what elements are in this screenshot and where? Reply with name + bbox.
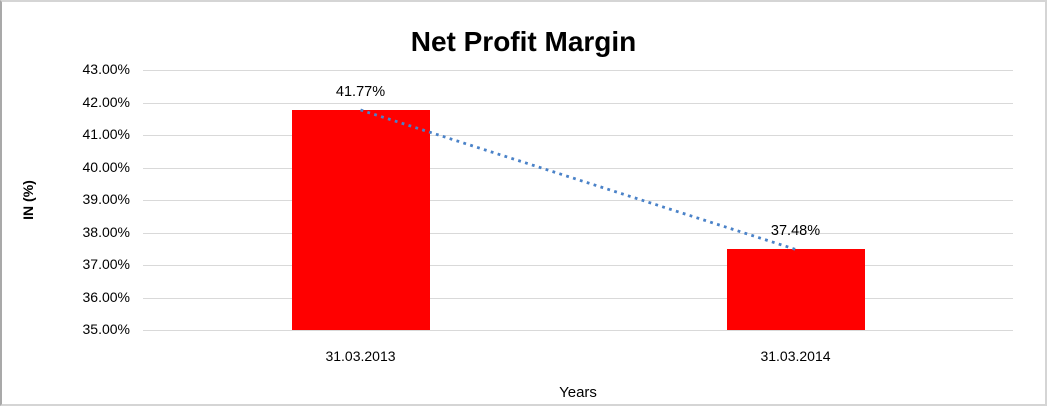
- y-tick-label: 42.00%: [82, 93, 130, 110]
- gridline: [143, 232, 1013, 234]
- y-tick-label: 37.00%: [82, 256, 130, 272]
- gridline: [143, 297, 1013, 299]
- y-tick-label: 41.00%: [82, 126, 130, 142]
- y-tick-label: 38.00%: [82, 223, 130, 240]
- y-tick-label: 43.00%: [82, 61, 130, 77]
- bar-31.03.2014[interactable]: [726, 249, 865, 330]
- y-tick-label: 39.00%: [82, 191, 130, 207]
- gridline: [143, 200, 1013, 201]
- chart-frame: [0, 0, 1047, 406]
- gridline: [143, 265, 1013, 266]
- y-tick-label: 40.00%: [82, 158, 130, 175]
- x-tick-label: 31.03.2014: [760, 348, 831, 364]
- y-tick-label: 35.00%: [82, 321, 130, 337]
- gridline: [143, 70, 1013, 71]
- y-tick-label: 36.00%: [82, 288, 130, 305]
- chart-title: Net Profit Margin: [410, 26, 637, 57]
- bar-data-label: 37.48%: [770, 223, 821, 240]
- gridline: [143, 330, 1013, 331]
- x-axis-title: Years: [559, 384, 597, 401]
- gridline: [143, 102, 1013, 104]
- x-tick-label: 31.03.2013: [325, 348, 396, 364]
- gridline: [143, 135, 1013, 136]
- bar-31.03.2013[interactable]: [291, 109, 430, 330]
- bar-data-label: 41.77%: [335, 83, 386, 100]
- gridline: [143, 167, 1013, 169]
